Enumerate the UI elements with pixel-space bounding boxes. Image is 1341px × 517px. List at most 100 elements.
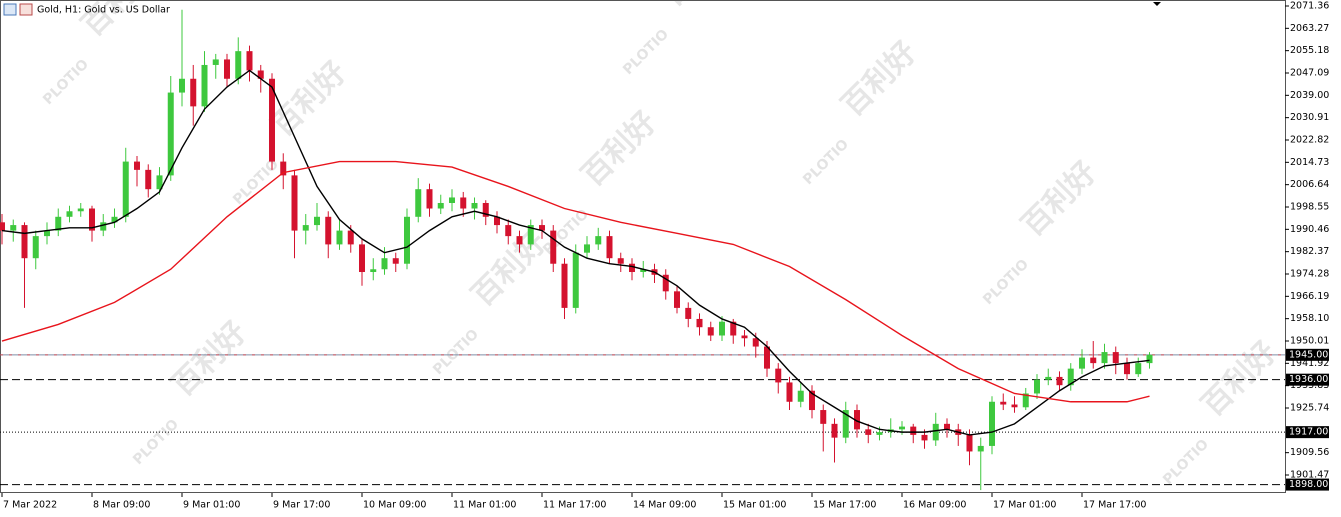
candle-body — [1056, 376, 1063, 386]
candle-body — [595, 236, 602, 245]
x-tick-label: 15 Mar 17:00 — [813, 500, 876, 511]
watermark-brand: PLOTIO — [130, 416, 182, 468]
candle-body — [21, 225, 28, 259]
watermark-brand: PLOTIO — [980, 256, 1032, 308]
x-tick-label: 8 Mar 09:00 — [93, 500, 150, 511]
candle-body — [471, 202, 478, 209]
candle-body — [730, 321, 737, 336]
x-tick-label: 9 Mar 17:00 — [273, 500, 330, 511]
level-label-box — [1286, 348, 1329, 361]
candle-body — [156, 175, 163, 190]
watermark-text: 百利好 — [575, 105, 663, 193]
candle-body — [944, 423, 950, 430]
candle-body — [122, 161, 129, 217]
watermark-text: 百利好 — [265, 55, 353, 143]
ma-line — [1, 160, 1150, 403]
candle-body — [977, 445, 984, 452]
candle-body — [269, 78, 275, 162]
candle-body — [1090, 357, 1097, 364]
y-tick-label: 1901.47 — [1290, 470, 1329, 481]
y-tick-label: 1990.46 — [1290, 224, 1329, 235]
plot-frame — [0, 0, 1286, 493]
candle-body — [1000, 401, 1007, 405]
candle-body — [44, 230, 50, 237]
icon — [3, 3, 17, 16]
watermark-brand: PLOTIO — [620, 26, 672, 78]
candle-body — [347, 230, 354, 245]
candle-body — [662, 274, 669, 292]
candle-body — [685, 307, 692, 319]
y-tick-label: 1982.37 — [1290, 246, 1329, 257]
candle-body — [752, 338, 759, 347]
y-tick-label: 2063.27 — [1290, 23, 1329, 34]
candle-body — [629, 263, 635, 273]
candle-body — [876, 432, 883, 435]
candle-body — [966, 434, 973, 452]
x-tick-label: 15 Mar 01:00 — [723, 500, 786, 511]
level-label: 1917.00 — [1289, 427, 1328, 438]
chart-title: Gold, H1: Gold vs. US Dollar — [37, 5, 170, 16]
x-tick-label: 11 Mar 01:00 — [453, 500, 516, 511]
candle-body — [1067, 368, 1074, 386]
candle-body — [1146, 354, 1153, 364]
candle-body — [741, 335, 748, 339]
candle-body — [145, 169, 152, 190]
x-tick-label: 10 Mar 09:00 — [363, 500, 426, 511]
candle-body — [314, 216, 320, 226]
y-tick-label: 2030.91 — [1290, 112, 1329, 123]
y-tick-label: 2022.82 — [1290, 134, 1329, 145]
candle-body — [764, 346, 770, 369]
candle-body — [572, 252, 579, 308]
candle-body — [381, 258, 388, 270]
candle-body — [449, 197, 455, 203]
candle-body — [336, 230, 343, 245]
candle-body — [494, 216, 500, 226]
candle-body — [617, 258, 624, 264]
candle-body — [1079, 357, 1085, 369]
candle-body — [359, 244, 365, 273]
y-tick-label: 2006.64 — [1290, 179, 1329, 190]
candle-body — [392, 258, 399, 264]
candle-body — [179, 78, 185, 93]
watermark-brand: PLOTIO — [800, 136, 852, 188]
candle-body — [134, 161, 140, 170]
candle-body — [831, 423, 838, 438]
candle-body — [1112, 352, 1119, 364]
y-tick-label: 2047.09 — [1290, 67, 1329, 78]
candle-body — [167, 92, 174, 176]
watermark-text: 百利好 — [465, 225, 553, 313]
candle-body — [516, 236, 523, 245]
candle-body — [539, 225, 545, 231]
candle-body — [32, 236, 39, 259]
candle-body — [235, 51, 242, 79]
candle-body — [325, 216, 332, 245]
candle-body — [1022, 393, 1029, 408]
x-tick-label: 11 Mar 17:00 — [543, 500, 606, 511]
candle-body — [797, 390, 804, 402]
watermark-brand: PLOTIO — [430, 326, 482, 378]
candle-body — [899, 426, 905, 430]
candle-body — [10, 225, 17, 231]
candle-body — [527, 225, 534, 245]
x-tick-label: 17 Mar 17:00 — [1083, 500, 1146, 511]
candle-body — [280, 161, 287, 176]
candle-body — [550, 230, 557, 264]
level-label: 1945.00 — [1289, 349, 1328, 360]
candle-body — [820, 410, 827, 424]
candle-body — [404, 216, 410, 264]
level-label: 1898.00 — [1289, 479, 1328, 490]
candle-body — [1124, 363, 1130, 375]
candle-body — [854, 410, 860, 430]
candle-body — [0, 222, 5, 231]
watermark-brand: PLOTIO — [230, 156, 282, 208]
plot — [0, 9, 1285, 491]
level-label-box — [1286, 373, 1329, 386]
candle-body — [910, 426, 917, 435]
candle-body — [437, 202, 444, 209]
candle-body — [190, 78, 197, 107]
candle-body — [865, 429, 872, 435]
watermark-text: 百利好 — [1015, 155, 1103, 243]
candle-body — [212, 59, 219, 65]
candle-body — [100, 222, 107, 231]
